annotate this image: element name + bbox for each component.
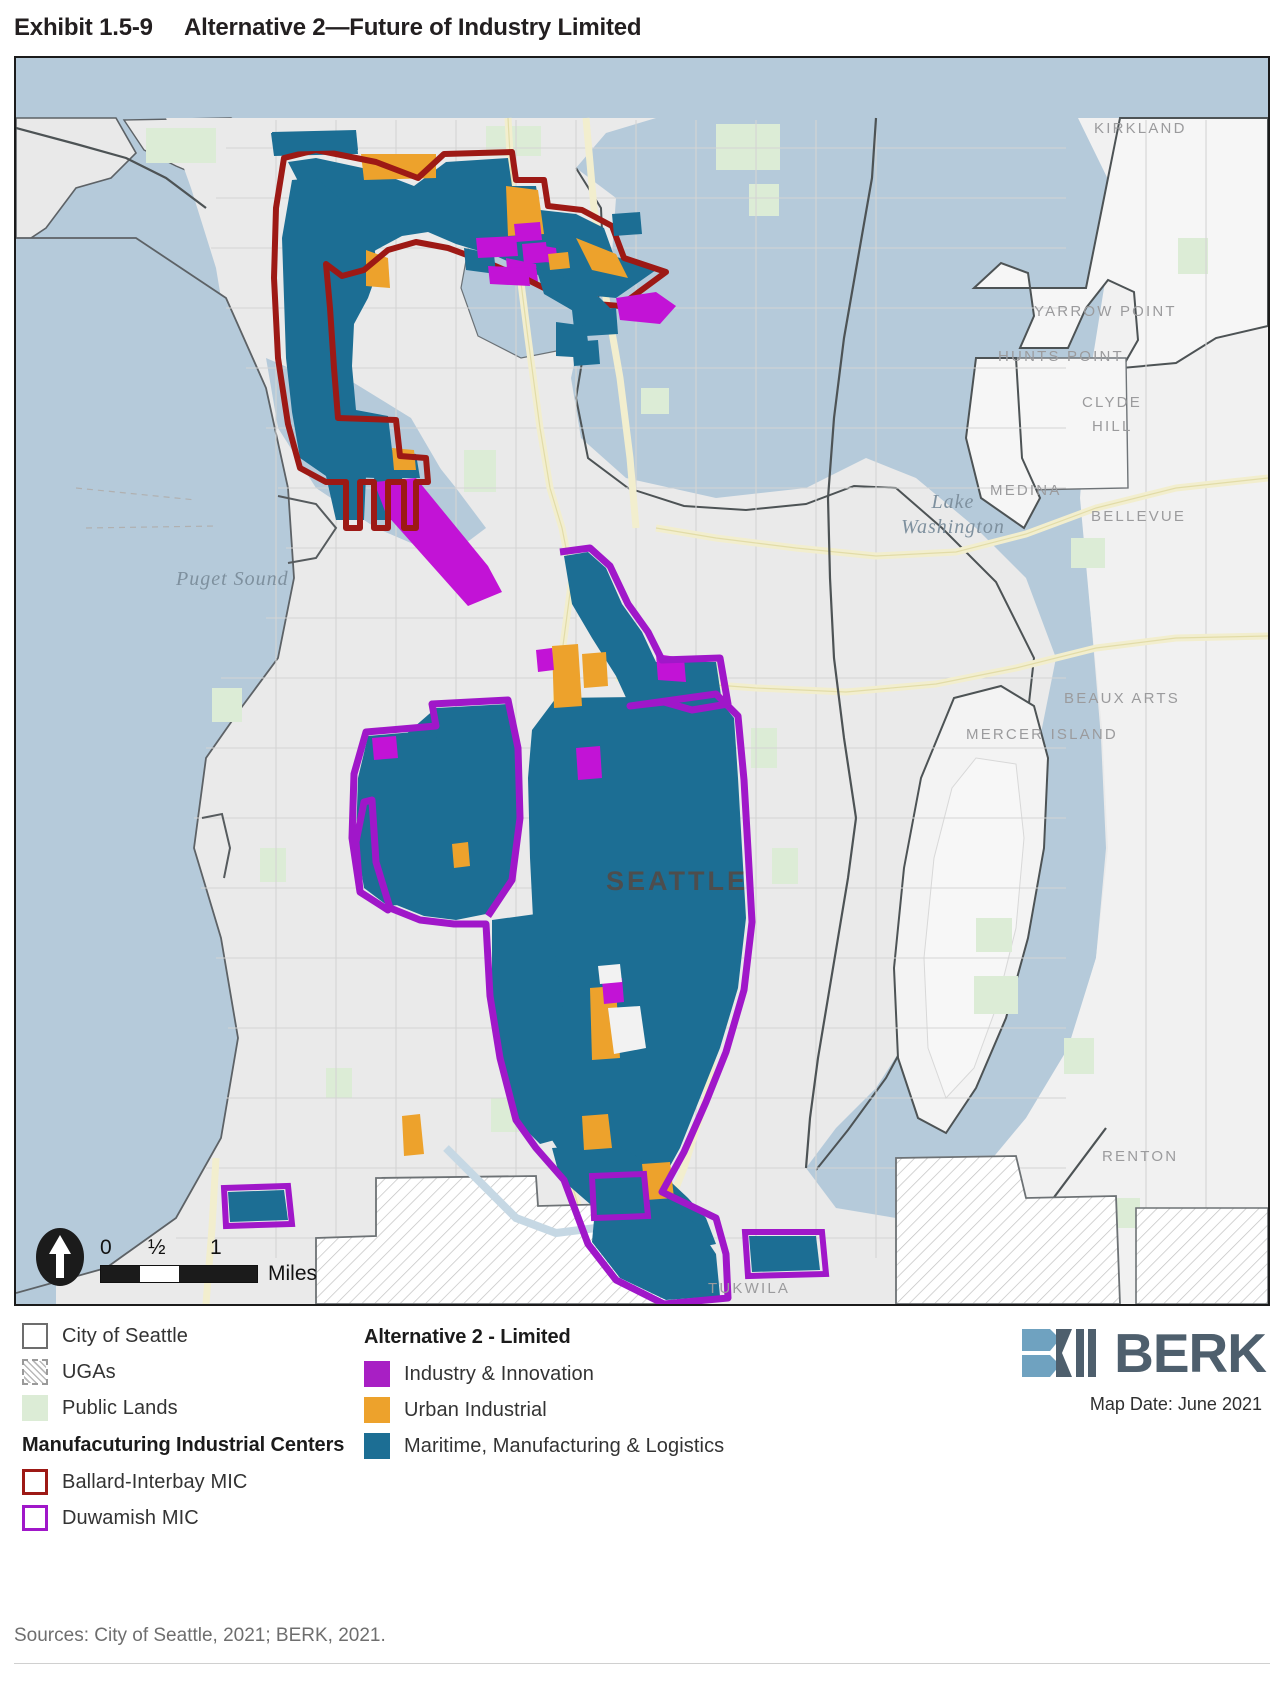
legend-swatch-city-of-seattle — [22, 1323, 48, 1349]
map-canvas[interactable] — [16, 58, 1268, 1304]
legend-swatch-ballard-interbay-mic — [22, 1469, 48, 1495]
legend-label-maritime-manufacturing-logistics: Maritime, Manufacturing & Logistics — [404, 1434, 725, 1457]
legend-urban-industrial: Urban Industrial — [364, 1392, 884, 1428]
scale-segment-1 — [101, 1266, 140, 1282]
scale-segment-3 — [179, 1266, 218, 1282]
legend-maritime-manufacturing-logistics: Maritime, Manufacturing & Logistics — [364, 1428, 884, 1464]
scale-units-label: Miles — [268, 1262, 318, 1285]
legend-duwamish-mic: Duwamish MIC — [22, 1500, 352, 1536]
map-legend: City of Seattle UGAs Public Lands Manufa… — [14, 1318, 1270, 1618]
exhibit-title-bar: Exhibit 1.5-9 Alternative 2—Future of In… — [0, 0, 1284, 56]
scale-segment-2 — [140, 1266, 179, 1282]
legend-column-left: City of Seattle UGAs Public Lands Manufa… — [22, 1318, 352, 1536]
legend-label-city-of-seattle: City of Seattle — [62, 1324, 189, 1347]
legend-heading-alternative-2: Alternative 2 - Limited — [364, 1325, 571, 1348]
legend-label-urban-industrial: Urban Industrial — [404, 1398, 547, 1421]
legend-heading-mic: Manufacuturing Industrial Centers — [22, 1433, 345, 1456]
legend-label-duwamish-mic: Duwamish MIC — [62, 1506, 199, 1529]
berk-logo-mark-icon — [1022, 1329, 1097, 1377]
legend-swatch-public-lands — [22, 1395, 48, 1421]
scale-bar-wrap: 0 ½ 1 Miles — [100, 1236, 317, 1286]
scale-tick-half: ½ — [148, 1236, 166, 1259]
scale-segment-4 — [218, 1266, 257, 1282]
legend-ugas: UGAs — [22, 1354, 352, 1390]
footer-divider — [14, 1663, 1270, 1664]
legend-column-right: Alternative 2 - Limited Industry & Innov… — [364, 1318, 884, 1464]
scale-tick-0: 0 — [100, 1236, 112, 1259]
legend-public-lands: Public Lands — [22, 1390, 352, 1426]
legend-ballard-interbay-mic: Ballard-Interbay MIC — [22, 1464, 352, 1500]
legend-swatch-urban-industrial — [364, 1397, 390, 1423]
sources-note: Sources: City of Seattle, 2021; BERK, 20… — [14, 1625, 386, 1646]
berk-logo: BERK — [966, 1322, 1267, 1384]
legend-swatch-maritime-manufacturing-logistics — [364, 1433, 390, 1459]
scale-tick-1: 1 — [210, 1236, 222, 1259]
scale-bar-row: Miles — [100, 1262, 317, 1286]
map-frame[interactable]: Puget Sound Lake Washington KIRKLAND YAR… — [14, 56, 1270, 1306]
map-scale-group: 0 ½ 1 Miles — [34, 1226, 317, 1288]
legend-swatch-industry-innovation — [364, 1361, 390, 1387]
legend-industry-innovation: Industry & Innovation — [364, 1356, 884, 1392]
north-arrow-icon — [36, 1228, 84, 1286]
map-date: Map Date: June 2021 — [1089, 1394, 1262, 1414]
legend-swatch-duwamish-mic — [22, 1505, 48, 1531]
exhibit-title: Alternative 2—Future of Industry Limited — [184, 14, 642, 41]
scale-tick-labels: 0 ½ 1 — [100, 1236, 260, 1262]
legend-city-of-seattle: City of Seattle — [22, 1318, 352, 1354]
legend-label-industry-innovation: Industry & Innovation — [404, 1362, 594, 1385]
scale-bar — [100, 1265, 258, 1283]
berk-branding: BERK Map Date: June 2021 — [966, 1322, 1267, 1415]
exhibit-number: Exhibit 1.5-9 — [14, 14, 153, 41]
legend-label-ugas: UGAs — [62, 1360, 116, 1383]
legend-label-ballard-interbay-mic: Ballard-Interbay MIC — [62, 1470, 248, 1493]
berk-logo-wordmark: BERK — [1114, 1322, 1267, 1384]
legend-swatch-ugas — [22, 1359, 48, 1385]
legend-label-public-lands: Public Lands — [62, 1396, 178, 1419]
